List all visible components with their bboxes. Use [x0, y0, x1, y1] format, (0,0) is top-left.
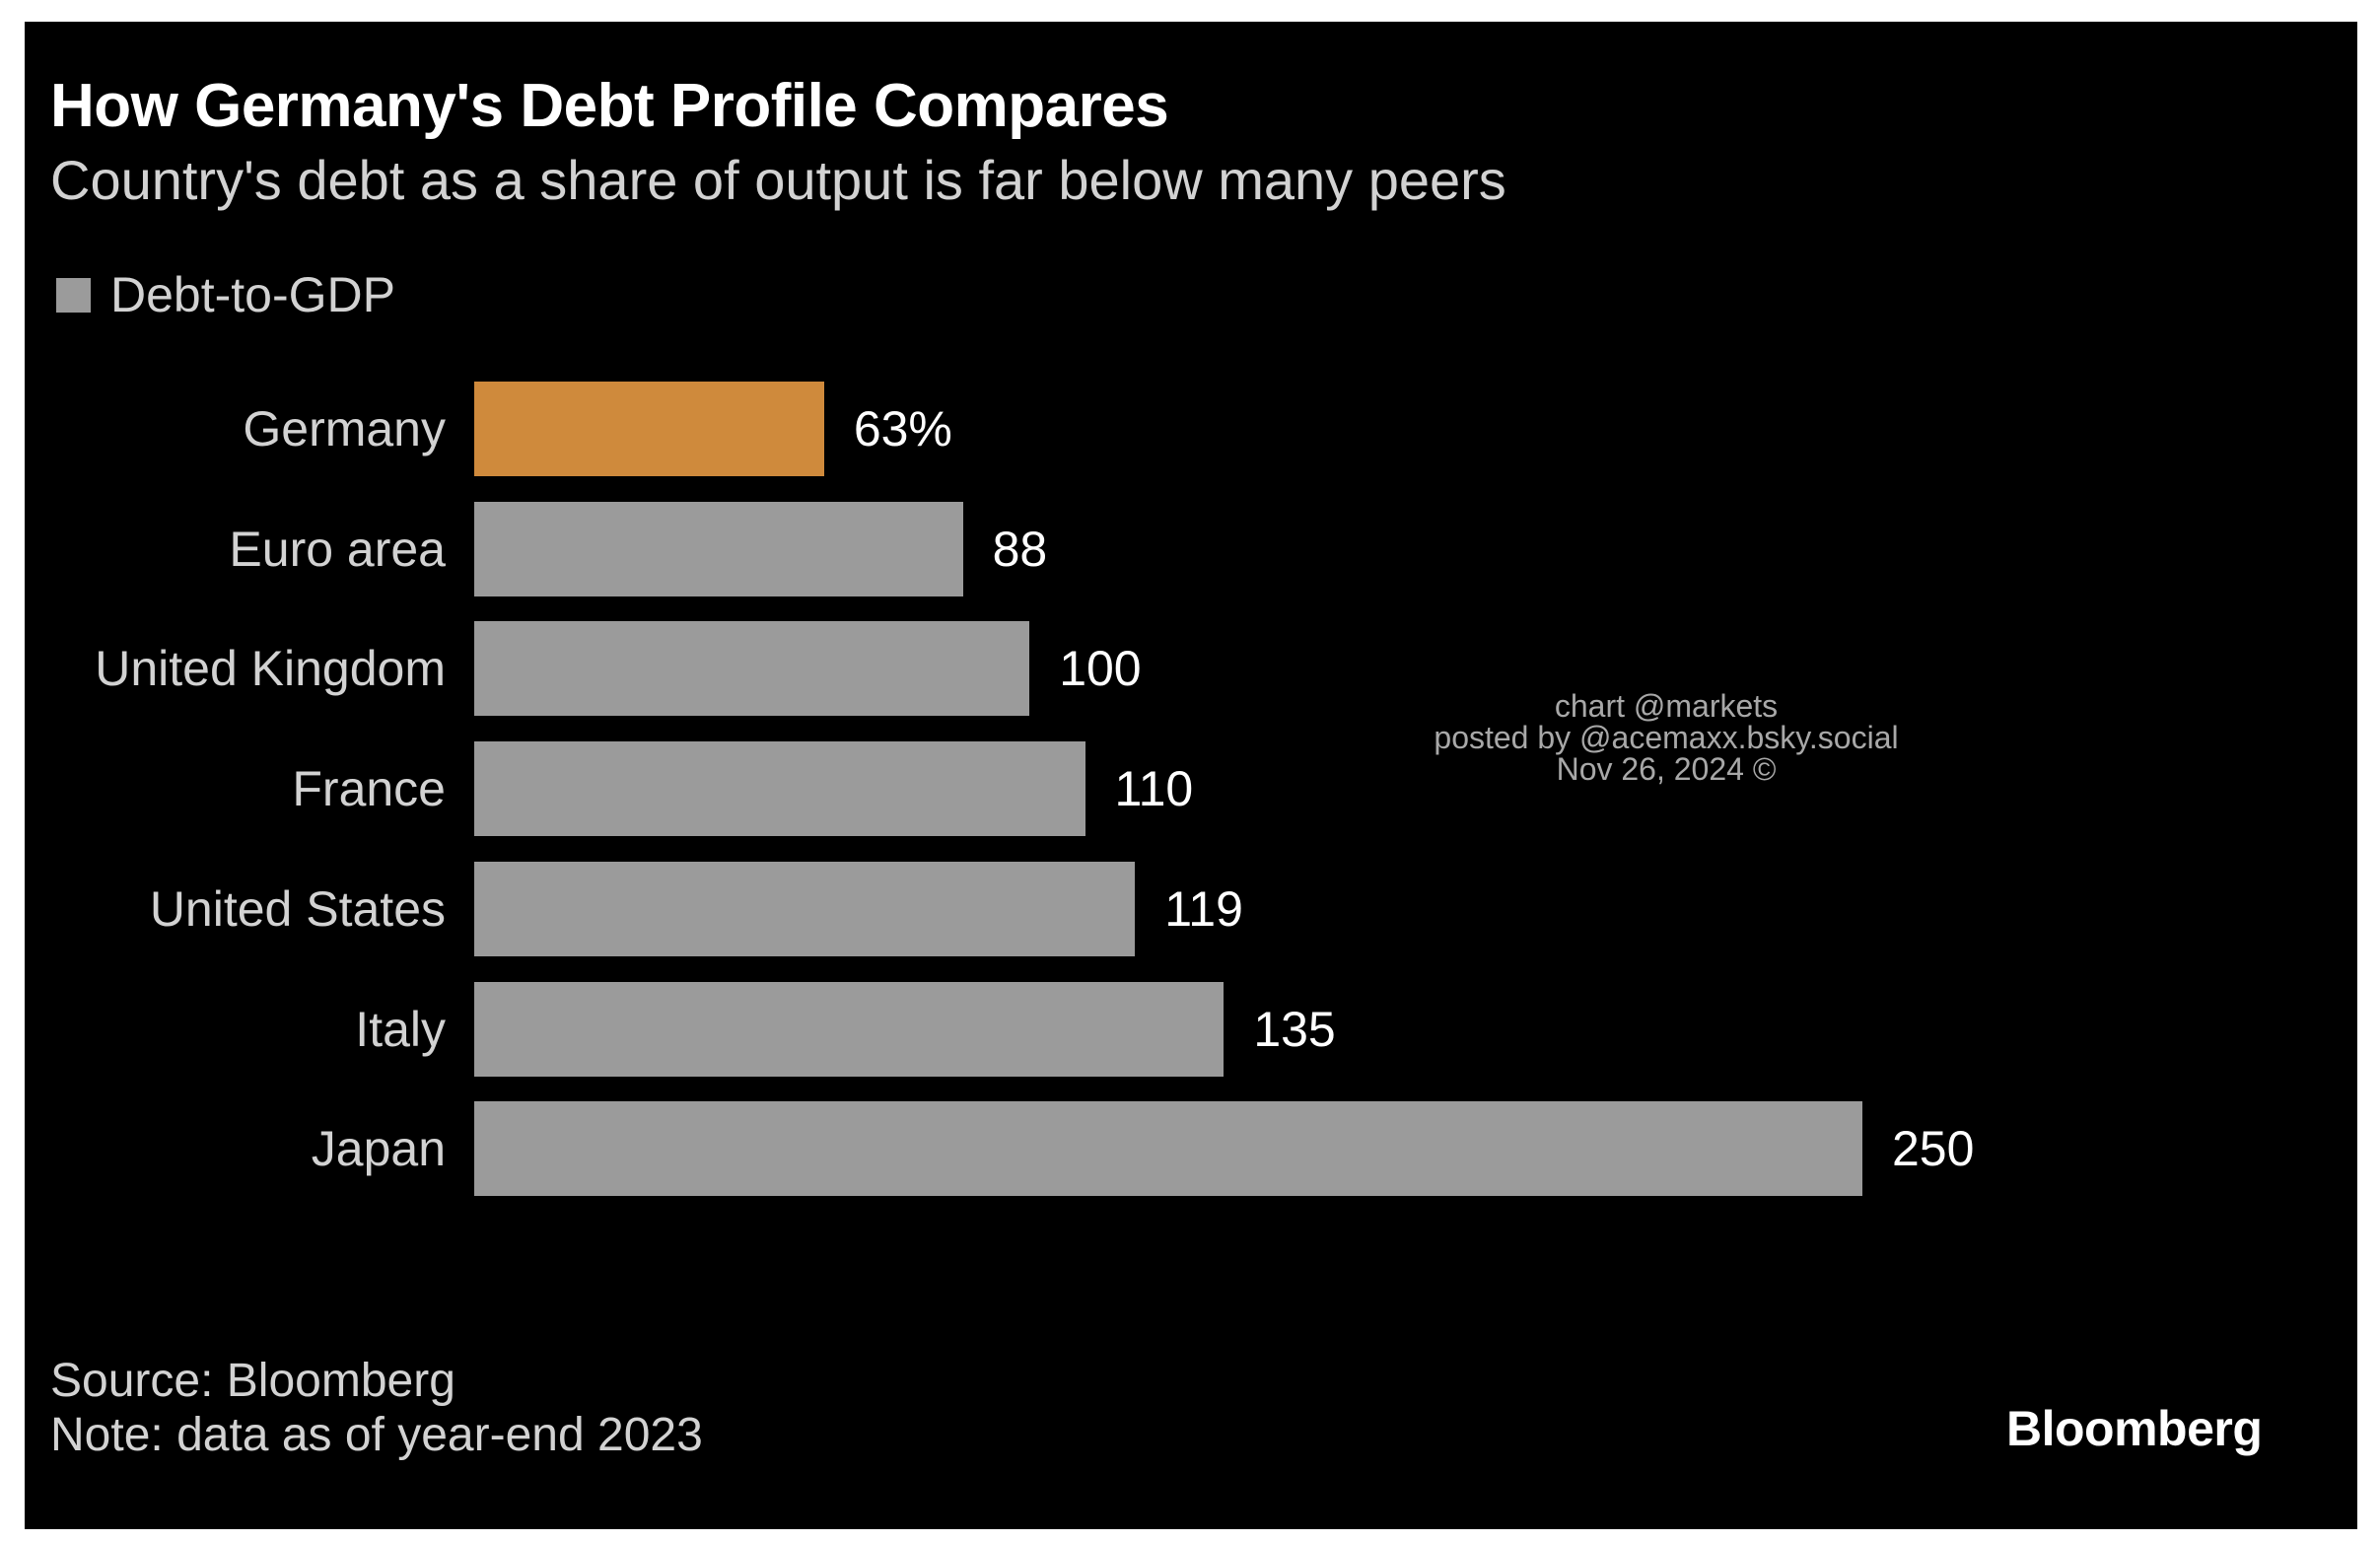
legend-label: Debt-to-GDP: [110, 267, 395, 322]
bar-united-kingdom: [474, 621, 1030, 717]
chart-frame: [25, 22, 2357, 1529]
value-label: 88: [992, 521, 1048, 577]
bar-italy: [474, 981, 1225, 1077]
source-note: Source: Bloomberg: [50, 1355, 455, 1407]
value-label: 250: [1892, 1121, 1975, 1177]
chart-title: How Germany's Debt Profile Compares: [50, 72, 1169, 140]
bar-euro-area: [474, 501, 963, 596]
category-label: Italy: [355, 1001, 446, 1057]
chart-subtitle: Country's debt as a share of output is f…: [50, 149, 1506, 211]
data-note: Note: data as of year-end 2023: [50, 1409, 703, 1461]
value-label: 119: [1164, 880, 1243, 937]
watermark-line-1: chart @markets: [1554, 688, 1779, 724]
bar-germany: [474, 382, 824, 476]
legend: Debt-to-GDP: [56, 266, 395, 323]
value-label: 135: [1253, 1001, 1336, 1057]
category-label: Euro area: [229, 521, 446, 577]
value-label: 110: [1114, 761, 1194, 817]
value-label: 63%: [853, 401, 952, 456]
category-label: Germany: [243, 401, 446, 456]
bloomberg-logo: Bloomberg: [2006, 1401, 2263, 1456]
bar-united-states: [474, 861, 1136, 956]
watermark: chart @markets posted by @acemaxx.bsky.s…: [1351, 690, 1982, 785]
category-label: United Kingdom: [95, 641, 446, 697]
watermark-line-2: posted by @acemaxx.bsky.social: [1434, 720, 1899, 755]
legend-swatch: [56, 277, 91, 313]
watermark-line-3: Nov 26, 2024 ©: [1556, 751, 1777, 787]
category-label: United States: [149, 880, 446, 937]
bar-japan: [474, 1101, 1862, 1197]
bar-france: [474, 741, 1085, 837]
value-label: 100: [1059, 641, 1142, 697]
category-label: Japan: [311, 1121, 446, 1177]
category-label: France: [292, 761, 446, 817]
